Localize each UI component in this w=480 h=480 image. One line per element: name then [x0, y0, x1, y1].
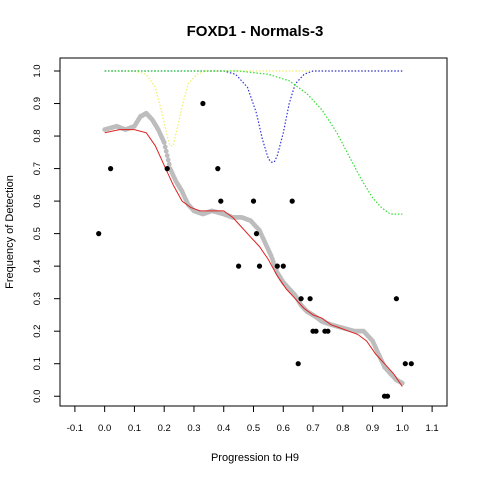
data-point [96, 231, 102, 237]
data-point [393, 296, 399, 302]
data-point [250, 198, 257, 204]
x-axis-label: Progression to H9 [211, 452, 299, 464]
x-tick-label: 1.1 [426, 423, 439, 434]
data-point [256, 263, 263, 269]
y-axis-label: Frequency of Detection [4, 175, 16, 289]
x-tick-label: 0.8 [336, 423, 349, 434]
smoothed-point [165, 157, 171, 163]
smoothed-point [161, 140, 167, 146]
y-tick-label: 0.4 [32, 260, 43, 273]
smoothed-point [162, 144, 168, 150]
x-tick-label: 0.6 [277, 423, 290, 434]
y-tick-label: 0.9 [32, 97, 43, 110]
data-point [218, 198, 224, 204]
data-point [325, 328, 331, 334]
y-tick-label: 0.6 [32, 194, 43, 207]
y-tick-label: 0.1 [32, 357, 43, 370]
data-point [200, 100, 206, 107]
data-point [313, 328, 319, 334]
x-tick-label: -0.1 [67, 423, 83, 434]
x-tick-label: 0.3 [187, 423, 200, 434]
x-tick-label: 0.7 [306, 423, 319, 434]
data-point [402, 361, 408, 367]
x-tick-label: 0.4 [217, 423, 230, 434]
x-tick-label: 0.1 [128, 423, 141, 434]
data-point [408, 361, 414, 367]
data-point [215, 166, 221, 172]
smoothed-point [164, 153, 170, 159]
data-point [298, 296, 304, 302]
data-point [295, 361, 301, 367]
yellow-curve [104, 70, 403, 147]
x-tick-label: 0.5 [247, 423, 260, 434]
axis-layer: -0.1 0.0 0.1 0.2 0.3 0.4 0.5 0.6 0.7 0.8 0.9 1.0 1.1… [32, 64, 439, 434]
data-point [307, 296, 313, 302]
plot-frame [59, 57, 448, 407]
chart-title: FOXD1 - Normals-3 [187, 23, 324, 40]
data-point [236, 263, 242, 269]
data-point [289, 198, 295, 204]
x-tick-label: 0.2 [158, 423, 171, 434]
smoothed-point [166, 161, 172, 167]
data-point [253, 231, 260, 237]
smoothed-point [163, 148, 169, 154]
y-tick-label: 0.2 [32, 325, 43, 338]
green-curve [104, 70, 403, 215]
y-tick-label: 1.0 [32, 64, 43, 77]
y-tick-label: 0.7 [32, 162, 43, 175]
data-point [384, 393, 391, 399]
x-tick-label: 0.9 [366, 423, 379, 434]
y-tick-label: 0.5 [32, 227, 43, 240]
data-point [164, 166, 170, 172]
x-tick-label: 0.0 [98, 423, 111, 434]
series-layer [96, 70, 414, 399]
x-tick-label: 1.0 [396, 423, 409, 434]
data-point [108, 166, 114, 172]
data-point [280, 263, 286, 269]
data-point [274, 263, 280, 269]
y-tick-label: 0.8 [32, 129, 43, 142]
y-tick-label: 0.0 [32, 390, 43, 403]
y-tick-label: 0.3 [32, 292, 43, 305]
